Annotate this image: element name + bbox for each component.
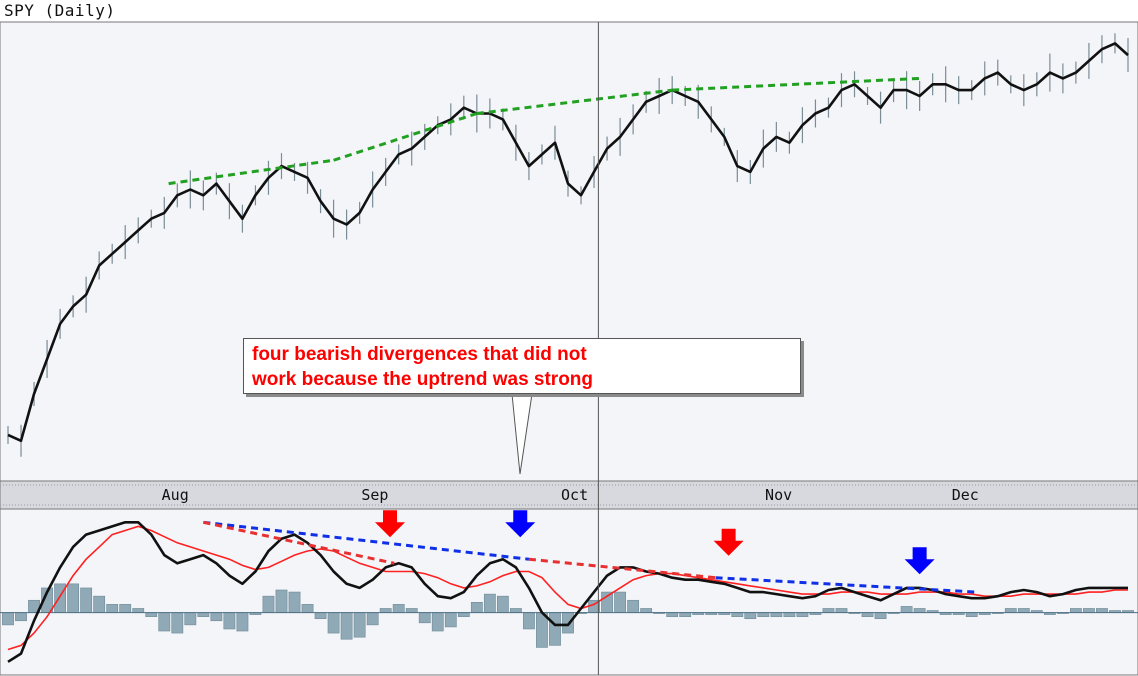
histogram-bar <box>418 612 431 624</box>
histogram-bar <box>119 604 132 613</box>
month-label-dec: Dec <box>951 486 979 504</box>
histogram-bar <box>106 604 119 613</box>
histogram-bar <box>783 612 796 617</box>
histogram-bar <box>275 589 288 613</box>
price-trendline <box>476 88 673 115</box>
histogram-bar <box>197 612 210 617</box>
histogram-bar <box>145 612 158 617</box>
blue-arrow-icon <box>505 510 536 538</box>
histogram-bar <box>822 608 835 613</box>
histogram-bar <box>900 606 913 613</box>
histogram-bar <box>601 591 613 613</box>
blue-arrow-icon <box>904 547 935 575</box>
histogram-bar <box>431 612 444 632</box>
price-trendline <box>168 158 334 186</box>
macd-line <box>7 521 1128 663</box>
histogram-bar <box>913 608 926 613</box>
histogram-bar <box>861 612 874 617</box>
histogram-bar <box>405 608 418 613</box>
histogram-bar <box>366 612 379 626</box>
histogram-bar <box>1004 608 1017 613</box>
histogram-bar <box>301 604 314 613</box>
red-arrow-icon <box>713 528 744 556</box>
histogram-bar <box>444 612 457 628</box>
divergence-arrows <box>375 510 935 575</box>
histogram-bar <box>171 612 184 634</box>
histogram-bar <box>2 612 14 626</box>
histogram-bar <box>340 612 353 640</box>
red-divergence-trendline <box>203 520 395 565</box>
histogram-bar <box>132 608 145 613</box>
price-line <box>7 42 1129 443</box>
histogram-bar <box>457 612 470 617</box>
histogram-bar <box>627 599 640 613</box>
histogram-bar <box>1083 608 1095 613</box>
histogram-bar <box>54 583 66 613</box>
histogram-bar <box>15 612 27 622</box>
annotation-line-2: work because the uptrend was strong <box>252 369 594 390</box>
histogram-bar <box>327 612 340 634</box>
red-arrow-icon <box>375 510 406 538</box>
histogram-bar <box>67 583 80 613</box>
price-panel <box>0 21 1138 482</box>
blue-divergence-trendline <box>203 520 530 561</box>
histogram-bar <box>679 612 692 617</box>
histogram-bar <box>1017 608 1030 613</box>
price-trendline <box>333 112 478 162</box>
blue-divergence-trendline <box>715 576 977 594</box>
histogram-bar <box>223 612 236 630</box>
month-label-aug: Aug <box>161 486 189 504</box>
histogram-bar <box>262 595 275 613</box>
histogram-bar <box>314 612 327 620</box>
red-divergence-trendline <box>528 557 716 580</box>
histogram-bar <box>1096 608 1108 613</box>
annotation-line-1: four bearish divergences that did not <box>252 344 587 365</box>
histogram-bar <box>496 595 509 613</box>
histogram-bar <box>184 612 197 626</box>
histogram-bar <box>614 591 626 613</box>
histogram-bar <box>523 612 535 630</box>
histogram-bar <box>731 612 744 617</box>
histogram-bar <box>796 612 809 617</box>
histogram-bar <box>757 612 770 617</box>
histogram-bar <box>1070 608 1082 613</box>
histogram-bar <box>288 591 301 613</box>
histogram-bar <box>353 612 366 638</box>
histogram-bar <box>93 595 106 613</box>
histogram-bar <box>666 612 679 617</box>
histogram-bar <box>965 612 978 617</box>
callout-pointer <box>511 393 533 475</box>
month-label-oct: Oct <box>561 486 589 504</box>
month-label-sep: Sep <box>361 486 389 504</box>
histogram-bar <box>770 612 783 617</box>
histogram-bar <box>835 608 848 613</box>
chart-title: SPY (Daily) <box>4 1 116 20</box>
histogram-bar <box>874 612 887 620</box>
month-label-nov: Nov <box>765 486 793 504</box>
price-trendline <box>672 76 920 92</box>
histogram-bar <box>379 608 392 613</box>
histogram-bar <box>510 608 522 613</box>
histogram-bar <box>549 612 561 646</box>
histogram-bar <box>483 593 496 613</box>
histogram-bar <box>392 604 405 613</box>
histogram-bar <box>744 612 757 620</box>
macd-trendlines <box>203 520 977 594</box>
histogram-bar <box>80 587 93 613</box>
histogram-bar <box>470 602 483 613</box>
histogram-bar <box>640 608 653 613</box>
histogram-bar <box>210 612 223 622</box>
annotation-box: four bearish divergences that did not wo… <box>243 338 801 394</box>
histogram-bar <box>158 612 171 632</box>
price-trendlines <box>168 76 920 186</box>
histogram-bar <box>236 612 249 632</box>
